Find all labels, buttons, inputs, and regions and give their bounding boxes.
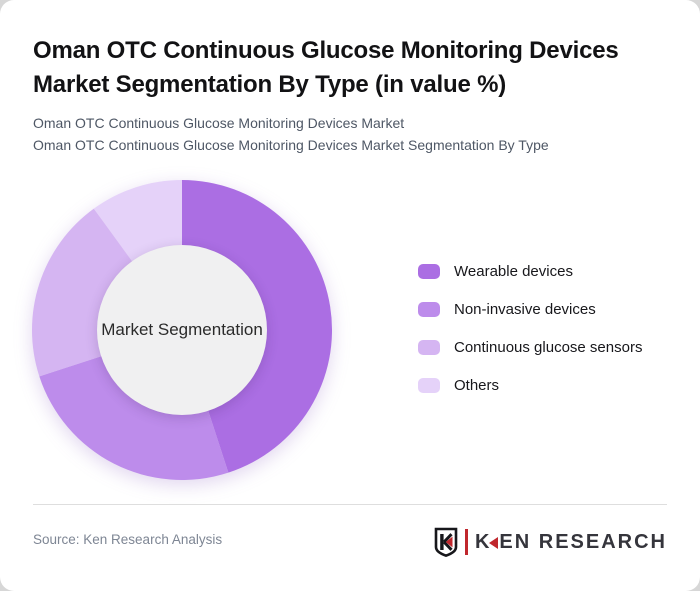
page-title: Oman OTC Continuous Glucose Monitoring D… [33, 37, 619, 98]
ken-research-shield-icon [434, 527, 458, 557]
legend-swatch-icon [418, 301, 440, 317]
legend-swatch-icon [418, 263, 440, 279]
ken-research-logo: K EN RESEARCH [433, 526, 667, 558]
legend-item-label: Continuous glucose sensors [454, 338, 643, 356]
footer-divider [33, 504, 667, 505]
logo-separator [464, 529, 468, 555]
chart-subtitle: Oman OTC Continuous Glucose Monitoring D… [33, 112, 663, 156]
logo-red-triangle-icon [489, 536, 499, 549]
legend-swatch-icon [418, 377, 440, 393]
donut-center-label: Market Segmentation [101, 320, 263, 339]
logo-wordmark-k: K [474, 530, 492, 553]
legend-item-wearable-devices[interactable]: Wearable devices [418, 262, 642, 280]
legend-item-non-invasive-devices[interactable]: Non-invasive devices [418, 300, 642, 318]
subtitle-line-1: Oman OTC Continuous Glucose Monitoring D… [33, 115, 405, 131]
legend-swatch-icon [418, 339, 440, 355]
logo-wordmark-rest: EN RESEARCH [499, 530, 667, 553]
legend-item-continuous-glucose-sensors[interactable]: Continuous glucose sensors [418, 338, 643, 356]
legend-item-label: Others [454, 376, 500, 394]
source-note: Source: Ken Research Analysis [33, 532, 223, 547]
legend-item-others[interactable]: Others [418, 376, 642, 394]
logo-wordmark: K EN RESEARCH [475, 531, 667, 554]
subtitle-line-2: Oman OTC Continuous Glucose Monitoring D… [33, 137, 549, 153]
legend-item-label: Non-invasive devices [454, 300, 596, 318]
chart-legend: Wearable devices Non-invasive devices Co… [418, 263, 642, 415]
donut-center: Market Segmentation [97, 245, 267, 415]
legend-item-label: Wearable devices [454, 262, 573, 280]
